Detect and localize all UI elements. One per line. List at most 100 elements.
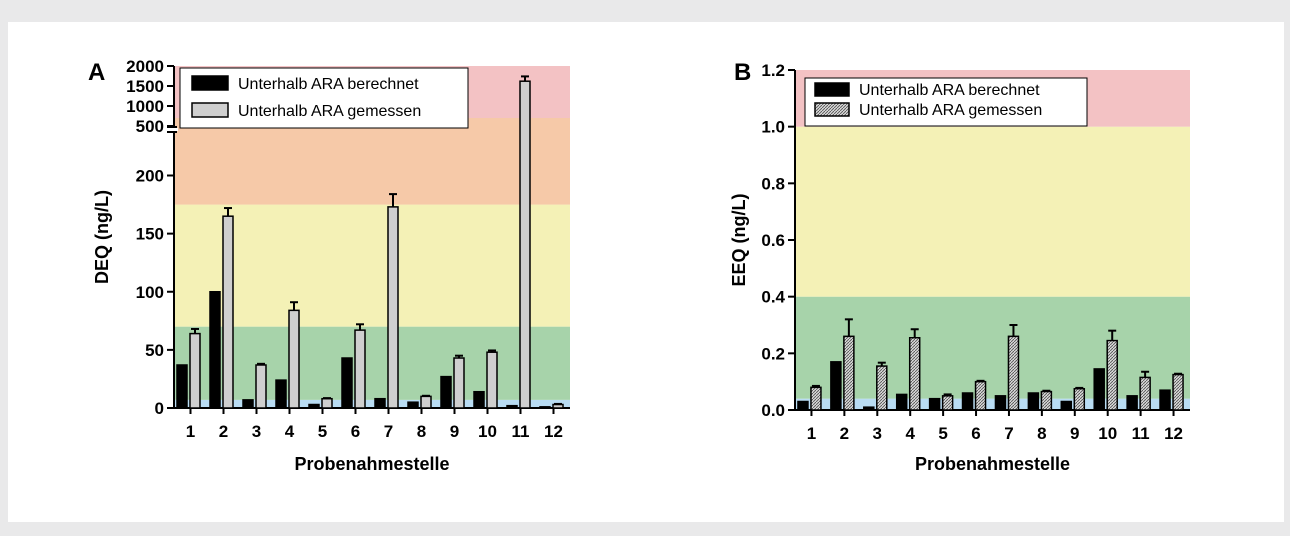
legend-label-b: Unterhalb ARA gemessen xyxy=(859,102,1042,119)
legend-swatch-b xyxy=(814,82,850,97)
bar-b-berechnet xyxy=(830,361,842,411)
bar-b-berechnet xyxy=(1126,395,1138,411)
legend-swatch-a xyxy=(191,102,229,118)
bar-a-berechnet xyxy=(176,364,188,409)
band-b-1 xyxy=(795,398,1190,410)
x-tick-label-a: 10 xyxy=(478,422,497,441)
y-tick-label-b: 0.4 xyxy=(761,288,785,307)
x-tick-label-b: 9 xyxy=(1070,424,1079,443)
x-tick-label-b: 12 xyxy=(1164,424,1183,443)
y-tick-label-a: 150 xyxy=(136,225,164,244)
bar-b-berechnet xyxy=(863,406,875,411)
y-tick-label-a: 2000 xyxy=(126,57,164,76)
x-tick-label-a: 7 xyxy=(384,422,393,441)
bar-b-gemessen xyxy=(1007,335,1020,411)
bar-a-gemessen xyxy=(420,395,432,409)
x-tick-label-b: 4 xyxy=(905,424,915,443)
bar-a-berechnet xyxy=(275,379,287,409)
bar-a-gemessen xyxy=(189,332,201,409)
x-tick-label-b: 11 xyxy=(1132,424,1150,443)
x-tick-label-b: 6 xyxy=(971,424,980,443)
x-tick-label-b: 2 xyxy=(840,424,849,443)
y-tick-label-b: 0.8 xyxy=(761,174,785,193)
bar-b-gemessen xyxy=(908,337,921,411)
bar-a-gemessen xyxy=(519,80,531,409)
bar-a-berechnet xyxy=(506,404,518,409)
bar-a-berechnet xyxy=(242,399,254,409)
bar-b-berechnet xyxy=(1027,392,1040,411)
bar-a-gemessen xyxy=(255,364,267,409)
y-tick-label-a: 200 xyxy=(136,167,164,186)
x-tick-label-b: 8 xyxy=(1037,424,1046,443)
bar-b-berechnet xyxy=(1093,368,1105,411)
bar-b-gemessen xyxy=(843,335,855,411)
bar-b-gemessen xyxy=(974,380,987,411)
x-tick-label-a: 4 xyxy=(285,422,295,441)
bar-a-berechnet xyxy=(341,357,353,409)
bar-a-gemessen xyxy=(321,397,333,409)
y-tick-label-a: 0 xyxy=(155,399,164,418)
bar-b-gemessen xyxy=(1073,388,1086,411)
x-tick-label-a: 5 xyxy=(318,422,327,441)
bar-a-berechnet xyxy=(539,406,551,409)
y-tick-label-b: 0.6 xyxy=(761,231,785,250)
bar-b-berechnet xyxy=(928,397,941,411)
bar-b-berechnet xyxy=(797,400,809,411)
bar-b-berechnet xyxy=(994,395,1007,411)
bar-b-berechnet xyxy=(895,393,908,411)
x-tick-label-a: 11 xyxy=(512,422,530,441)
bar-b-gemessen xyxy=(1172,373,1184,411)
bar-b-berechnet xyxy=(1060,400,1073,411)
x-tick-label-a: 6 xyxy=(351,422,360,441)
bar-a-gemessen xyxy=(552,403,564,409)
bar-a-gemessen xyxy=(354,329,366,409)
bar-b-gemessen xyxy=(1139,376,1151,411)
x-axis-title-b: Probenahmestelle xyxy=(915,454,1070,474)
band-a-2 xyxy=(174,326,570,400)
bar-a-berechnet xyxy=(209,291,221,409)
bar-b-gemessen xyxy=(941,395,954,411)
x-tick-label-b: 10 xyxy=(1098,424,1117,443)
legend-b xyxy=(804,77,1088,127)
y-tick-label-b: 0.2 xyxy=(761,344,785,363)
panel-label-b: B xyxy=(734,59,751,86)
band-a-4 xyxy=(174,118,570,205)
band-b-2 xyxy=(795,296,1190,399)
y-axis-title-b: EEQ (ng/L) xyxy=(729,194,749,287)
y-tick-label-b: 1.0 xyxy=(761,118,785,137)
y-tick-label-a: 100 xyxy=(136,283,164,302)
panel-label-a: A xyxy=(88,59,105,86)
legend-label-a: Unterhalb ARA gemessen xyxy=(238,103,421,120)
x-tick-label-a: 1 xyxy=(186,422,195,441)
bar-a-gemessen xyxy=(486,351,498,409)
x-tick-label-a: 8 xyxy=(417,422,426,441)
band-b-3 xyxy=(795,126,1190,297)
x-tick-label-b: 3 xyxy=(873,424,882,443)
bar-b-berechnet xyxy=(961,392,974,411)
bar-a-gemessen xyxy=(222,215,234,409)
bar-a-gemessen xyxy=(387,206,399,409)
x-tick-label-a: 9 xyxy=(450,422,459,441)
y-tick-label-b: 0.0 xyxy=(761,401,785,420)
legend-swatch-a xyxy=(191,75,229,91)
bar-b-gemessen xyxy=(1106,339,1118,411)
bar-b-gemessen xyxy=(1040,390,1053,411)
x-tick-label-a: 12 xyxy=(544,422,563,441)
band-a-3 xyxy=(174,204,570,327)
legend-label-a: Unterhalb ARA berechnet xyxy=(238,76,419,93)
bar-b-berechnet xyxy=(1159,389,1171,411)
y-tick-label-b: 1.2 xyxy=(761,61,785,80)
y-tick-label-a: 1500 xyxy=(126,77,164,96)
bar-a-gemessen xyxy=(453,357,465,409)
bar-a-berechnet xyxy=(407,401,419,409)
legend-label-b: Unterhalb ARA berechnet xyxy=(859,82,1040,99)
legend-swatch-b xyxy=(814,102,850,117)
bar-b-gemessen xyxy=(810,386,822,411)
x-axis-title-a: Probenahmestelle xyxy=(294,454,449,474)
y-tick-label-a: 500 xyxy=(136,117,164,136)
bar-b-gemessen xyxy=(876,365,888,411)
x-tick-label-b: 5 xyxy=(938,424,947,443)
x-tick-label-b: 1 xyxy=(807,424,816,443)
